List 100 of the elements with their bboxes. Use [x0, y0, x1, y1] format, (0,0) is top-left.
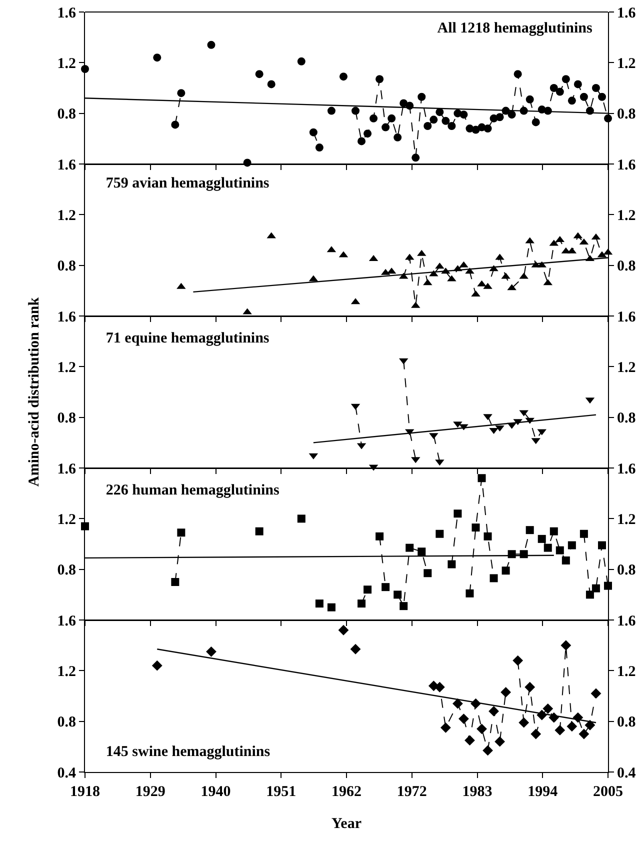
y2-tick-label: 1.6	[617, 613, 636, 630]
point	[338, 624, 349, 636]
point	[376, 532, 384, 540]
y-axis-title: Amino-acid distribution rank	[26, 296, 42, 487]
x-tick-label: 1918	[70, 784, 100, 800]
point	[598, 92, 606, 101]
point	[327, 603, 336, 612]
point	[550, 84, 558, 92]
point	[454, 510, 462, 518]
y-tick-label: 0.8	[57, 106, 76, 123]
point	[574, 80, 582, 88]
x-tick-label: 1972	[396, 784, 427, 800]
text: 226 human hemagglutinins	[106, 482, 280, 499]
point	[542, 703, 554, 714]
point	[370, 114, 378, 122]
point	[364, 586, 372, 594]
point	[592, 84, 600, 92]
point	[177, 528, 186, 537]
y-tick-label: 1.2	[57, 512, 76, 528]
point	[267, 80, 276, 88]
point	[448, 122, 456, 130]
point	[590, 688, 602, 699]
x-tick-label: 2005	[593, 784, 623, 800]
point	[526, 95, 534, 104]
point	[430, 116, 438, 124]
y-tick-label: 0.8	[57, 714, 76, 731]
point	[255, 527, 264, 536]
point	[532, 118, 540, 126]
x-tick-label: 1951	[266, 784, 296, 800]
point	[327, 106, 336, 115]
y2-tick-label: 1.6	[617, 5, 636, 22]
point	[255, 70, 264, 78]
point	[562, 75, 570, 84]
point	[544, 544, 552, 552]
point	[81, 522, 89, 530]
point	[514, 70, 522, 78]
y2-tick-label: 1.2	[617, 56, 636, 72]
point	[315, 144, 324, 152]
y-tick-label: 1.6	[57, 613, 76, 630]
y2-tick-label: 1.2	[617, 512, 636, 528]
x-tick-label: 1994	[528, 784, 558, 800]
y2-tick-label: 1.6	[617, 157, 636, 174]
point	[352, 106, 360, 115]
point	[418, 548, 426, 556]
x-tick-label: 1962	[332, 784, 362, 800]
text: 71 equine hemagglutinins	[106, 330, 270, 347]
point	[526, 526, 534, 534]
point	[556, 88, 564, 96]
point	[490, 574, 498, 582]
point	[388, 114, 396, 122]
point	[478, 474, 486, 482]
text: 145 swine hemagglutinins	[106, 744, 270, 760]
y2-tick-label: 0.4	[617, 765, 636, 782]
point	[568, 541, 576, 550]
point	[418, 92, 426, 101]
point	[550, 527, 558, 536]
point	[530, 728, 542, 740]
y-tick-label: 1.6	[57, 5, 76, 22]
y-tick-label: 1.6	[57, 157, 76, 174]
y-tick-label: 1.6	[57, 461, 76, 478]
y-tick-label: 0.8	[57, 562, 76, 579]
point	[466, 589, 474, 598]
point	[394, 590, 402, 599]
y2-tick-label: 0.8	[617, 258, 636, 275]
y2-tick-label: 0.8	[617, 562, 636, 579]
y2-tick-label: 1.2	[617, 360, 636, 376]
point	[452, 698, 463, 709]
y-tick-label: 1.2	[57, 664, 76, 680]
y-tick-label: 0.8	[57, 410, 76, 427]
point	[562, 556, 570, 564]
point	[309, 128, 318, 136]
point	[494, 736, 505, 747]
point	[460, 110, 468, 119]
point	[153, 54, 162, 62]
point	[484, 124, 492, 133]
text: 759 avian hemagglutinins	[106, 175, 270, 192]
x-tick-label: 1940	[200, 784, 231, 800]
point	[592, 584, 600, 592]
y2-tick-label: 0.8	[617, 714, 636, 731]
y2-tick-label: 0.8	[617, 410, 636, 427]
point	[578, 728, 590, 740]
point	[502, 566, 510, 575]
point	[464, 735, 475, 746]
point	[560, 640, 572, 651]
point	[442, 116, 450, 125]
point	[488, 706, 499, 716]
point	[476, 724, 487, 734]
point	[364, 130, 372, 138]
point	[512, 655, 524, 666]
point	[382, 583, 390, 592]
point	[598, 541, 606, 550]
y2-tick-label: 0.8	[617, 106, 636, 123]
point	[376, 75, 384, 84]
y-tick-label: 1.6	[57, 309, 76, 326]
point	[508, 110, 516, 119]
point	[382, 123, 390, 132]
x-tick-label: 1929	[135, 784, 166, 800]
point	[207, 40, 216, 49]
y-tick-label: 1.2	[57, 56, 76, 72]
point	[358, 137, 366, 146]
